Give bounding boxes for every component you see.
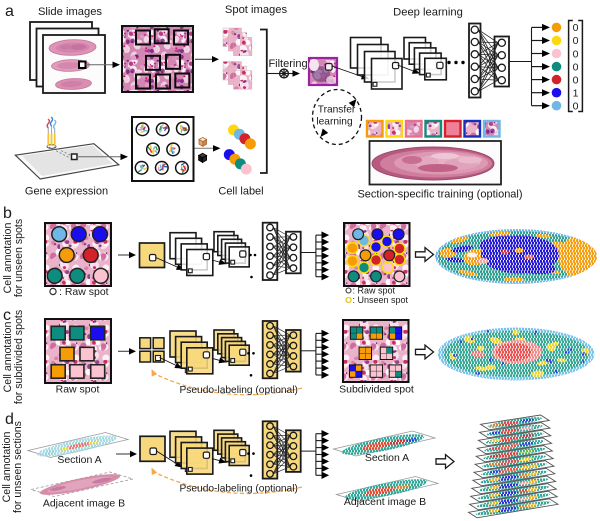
svg-text:a: a [5, 3, 14, 20]
svg-text:0: 0 [573, 61, 579, 73]
svg-text:Slide images: Slide images [38, 6, 102, 18]
svg-text:c: c [3, 307, 11, 324]
svg-text:b: b [3, 205, 12, 222]
svg-text:1: 1 [573, 88, 579, 100]
svg-text:0: 0 [573, 101, 579, 113]
svg-text:Raw spot: Raw spot [56, 384, 100, 396]
svg-text:: Raw spot: : Raw spot [353, 286, 396, 296]
svg-text:: Raw spot: : Raw spot [59, 286, 109, 298]
svg-text:Adjacent image B: Adjacent image B [43, 498, 125, 510]
svg-text:Pseudo-labeling (optional): Pseudo-labeling (optional) [180, 484, 298, 495]
svg-text:for unseen sections: for unseen sections [12, 421, 24, 513]
svg-text:Cell annotation: Cell annotation [2, 223, 14, 294]
svg-text:Cell annotation: Cell annotation [2, 322, 14, 393]
svg-text:Deep learning: Deep learning [393, 7, 463, 19]
svg-text:0: 0 [573, 74, 579, 86]
svg-text:for subdivided spots: for subdivided spots [13, 310, 25, 404]
svg-text:Section-specific training (opt: Section-specific training (optional) [357, 189, 522, 201]
svg-text:Transfer: Transfer [318, 105, 356, 116]
svg-text:Gene expression: Gene expression [25, 186, 108, 198]
svg-text:Section A: Section A [365, 452, 409, 464]
svg-text:Spot images: Spot images [225, 4, 288, 16]
svg-text:: Unseen spot: : Unseen spot [353, 295, 409, 305]
svg-text:Filtering: Filtering [268, 58, 307, 70]
svg-text:Adjacent image B: Adjacent image B [344, 496, 426, 508]
svg-text:Cell label: Cell label [218, 186, 263, 198]
svg-text:d: d [5, 411, 14, 428]
svg-text:Subdivided spot: Subdivided spot [339, 384, 414, 396]
svg-text:learning: learning [316, 117, 353, 128]
svg-text:0: 0 [573, 35, 579, 47]
svg-text:Cell annotation: Cell annotation [1, 432, 13, 503]
svg-text:for unseen spots: for unseen spots [13, 219, 25, 297]
svg-text:Pseudo-labeling (optional): Pseudo-labeling (optional) [180, 385, 298, 396]
svg-text:Section A: Section A [57, 454, 101, 466]
svg-text:0: 0 [573, 48, 579, 60]
svg-text:0: 0 [573, 22, 579, 34]
